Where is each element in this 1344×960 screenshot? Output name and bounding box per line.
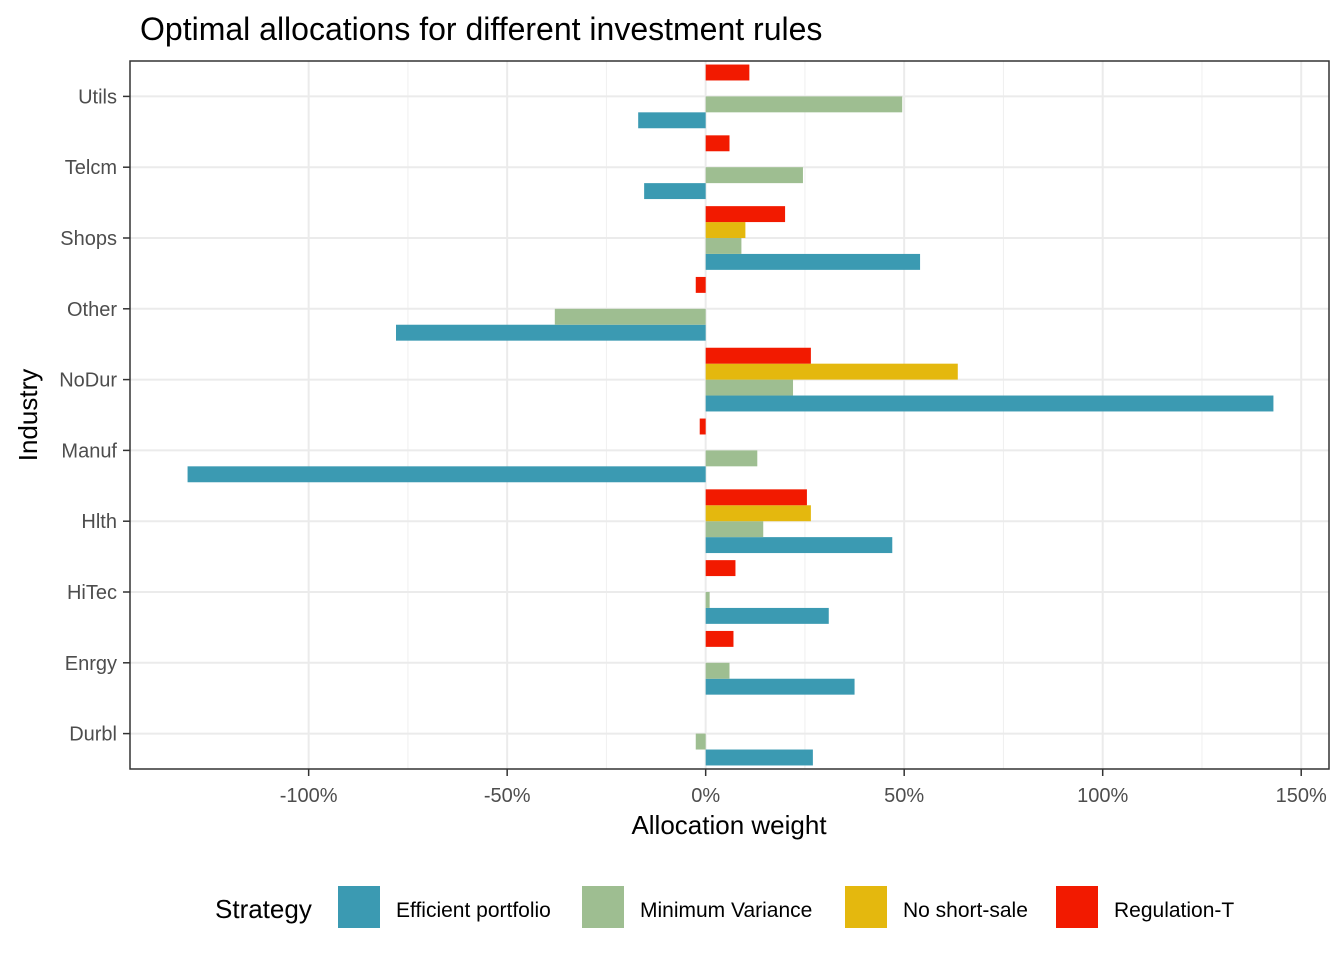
bar-hlth-minimum-variance bbox=[705, 521, 764, 538]
legend-label: Regulation-T bbox=[1114, 899, 1234, 922]
bar-manuf-regulation-t bbox=[699, 418, 706, 435]
bar-hlth-efficient-portfolio bbox=[705, 537, 893, 554]
y-tick-label-nodur: NoDur bbox=[59, 370, 117, 392]
x-tick-label: 100% bbox=[1077, 785, 1128, 807]
legend: Strategy Efficient portfolio Minimum Vari… bbox=[215, 886, 1234, 928]
bar-telcm-minimum-variance bbox=[705, 167, 803, 184]
bar-other-regulation-t bbox=[695, 276, 706, 293]
bar-other-minimum-variance bbox=[554, 308, 706, 325]
y-axis-title: Industry bbox=[13, 369, 43, 462]
bar-enrgy-regulation-t bbox=[705, 630, 734, 647]
bar-shops-minimum-variance bbox=[705, 238, 742, 254]
x-tick-label: -100% bbox=[280, 785, 338, 807]
bar-utils-regulation-t bbox=[705, 64, 750, 81]
x-tick-label: 0% bbox=[691, 785, 720, 807]
x-tick-label: 50% bbox=[884, 785, 924, 807]
y-tick-label-manuf: Manuf bbox=[61, 440, 117, 462]
bar-telcm-efficient-portfolio bbox=[644, 183, 706, 200]
legend-label: Efficient portfolio bbox=[396, 899, 551, 922]
x-tick-label: 150% bbox=[1276, 785, 1327, 807]
y-tick-label-hlth: Hlth bbox=[81, 511, 117, 533]
bar-telcm-regulation-t bbox=[705, 135, 730, 152]
legend-key-regulation-t bbox=[1056, 886, 1098, 928]
legend-key-minimum-variance bbox=[582, 886, 624, 928]
legend-key-no-short-sale bbox=[845, 886, 887, 928]
bar-utils-minimum-variance bbox=[705, 96, 903, 113]
bar-manuf-efficient-portfolio bbox=[187, 466, 706, 483]
plot-axes: -100% -50% 0% 50% 100% 150% Durbl Enrgy HiTec Hlt… bbox=[59, 60, 1330, 807]
legend-label: Minimum Variance bbox=[640, 899, 812, 922]
bar-manuf-minimum-variance bbox=[705, 450, 758, 467]
bar-nodur-minimum-variance bbox=[705, 379, 794, 396]
y-tick-label-enrgy: Enrgy bbox=[65, 653, 117, 675]
bar-other-efficient-portfolio bbox=[396, 324, 706, 341]
bar-utils-efficient-portfolio bbox=[638, 112, 706, 129]
x-tick-label: -50% bbox=[484, 785, 531, 807]
legend-title: Strategy bbox=[215, 894, 312, 924]
y-tick-label-telcm: Telcm bbox=[65, 157, 117, 179]
bar-enrgy-efficient-portfolio bbox=[705, 678, 855, 695]
bar-durbl-efficient-portfolio bbox=[705, 749, 813, 766]
x-axis-title: Allocation weight bbox=[631, 810, 827, 840]
y-tick-label-utils: Utils bbox=[78, 86, 117, 108]
legend-key-efficient-portfolio bbox=[338, 886, 380, 928]
bar-nodur-no-short-sale bbox=[705, 363, 958, 380]
legend-label: No short-sale bbox=[903, 899, 1028, 922]
bar-hitec-regulation-t bbox=[705, 560, 736, 577]
bar-hlth-no-short-sale bbox=[705, 505, 811, 522]
bar-shops-no-short-sale bbox=[705, 222, 746, 238]
bar-hitec-minimum-variance bbox=[705, 592, 710, 608]
bar-nodur-regulation-t bbox=[705, 347, 811, 364]
bar-shops-efficient-portfolio bbox=[705, 253, 921, 270]
bar-nodur-efficient-portfolio bbox=[705, 395, 1274, 412]
bar-durbl-minimum-variance bbox=[695, 733, 706, 750]
y-tick-label-hitec: HiTec bbox=[67, 582, 117, 604]
bar-hlth-regulation-t bbox=[705, 489, 807, 506]
chart-title: Optimal allocations for different invest… bbox=[140, 11, 822, 47]
bar-enrgy-minimum-variance bbox=[705, 662, 730, 679]
plot-bars bbox=[187, 64, 1274, 766]
bar-hitec-efficient-portfolio bbox=[705, 607, 829, 624]
y-tick-label-other: Other bbox=[67, 299, 117, 321]
y-tick-label-shops: Shops bbox=[60, 228, 117, 250]
panel-border bbox=[129, 60, 1330, 770]
bar-shops-regulation-t bbox=[705, 206, 786, 223]
y-tick-label-durbl: Durbl bbox=[69, 724, 117, 746]
